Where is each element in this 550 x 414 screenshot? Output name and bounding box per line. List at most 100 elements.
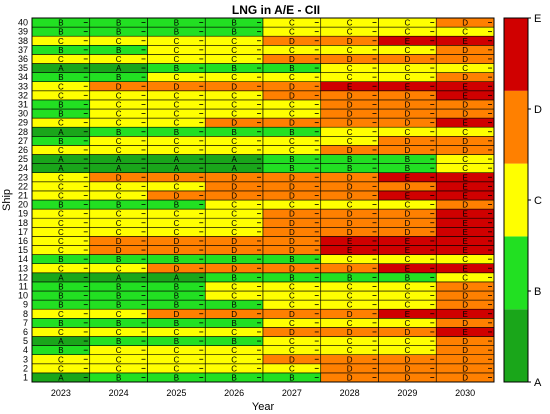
- cell-grade-label: C: [116, 110, 122, 119]
- y-tick-label: 17: [18, 227, 28, 237]
- cell-grade-label: E: [347, 246, 352, 255]
- cell-grade-label: C: [231, 228, 237, 237]
- cell-grade-label: C: [462, 273, 468, 282]
- x-tick-label: 2029: [397, 388, 417, 398]
- cell-grade-label: C: [58, 210, 64, 219]
- cell-grade-label: E: [405, 82, 410, 91]
- cell-grade-label: D: [462, 137, 468, 146]
- cell-grade-label: C: [462, 255, 468, 264]
- cell-grade-label: D: [231, 237, 237, 246]
- cell-grade-label: C: [116, 100, 122, 109]
- cell-grade-label: C: [58, 264, 64, 273]
- cell-grade-label: B: [289, 255, 294, 264]
- cell-grade-label: C: [116, 328, 122, 337]
- cell-grade-label: C: [116, 355, 122, 364]
- cell-grade-label: C: [404, 346, 410, 355]
- cell-grade-label: B: [231, 64, 236, 73]
- plot-frame: [31, 17, 495, 383]
- cell-grade-label: C: [231, 355, 237, 364]
- cell-grade-label: C: [58, 328, 64, 337]
- cell-grade-label: B: [174, 64, 179, 73]
- cell-grade-label: C: [231, 55, 237, 64]
- cell-grade-label: E: [462, 228, 467, 237]
- colorbar: A B C D E: [503, 13, 542, 389]
- cell-grade-label: B: [174, 128, 179, 137]
- cell-grade-label: C: [231, 146, 237, 155]
- cell-grade-label: C: [231, 346, 237, 355]
- y-tick-label: 16: [18, 236, 28, 246]
- cell-grade-label: D: [289, 219, 295, 228]
- y-tick-label: 31: [18, 99, 28, 109]
- cell-grade-label: C: [173, 182, 179, 191]
- cell-grade-label: C: [173, 228, 179, 237]
- cell-grade-label: B: [289, 164, 294, 173]
- cell-grade-label: D: [289, 119, 295, 128]
- cell-grade-label: C: [173, 364, 179, 373]
- cell-grade-label: B: [174, 319, 179, 328]
- cell-grade-label: B: [174, 255, 179, 264]
- cell-grade-label: E: [462, 173, 467, 182]
- cell-grade-label: C: [58, 246, 64, 255]
- cell-grade-label: E: [462, 82, 467, 91]
- cell-grade-label: D: [231, 246, 237, 255]
- cell-grade-label: E: [347, 82, 352, 91]
- y-tick-label: 36: [18, 54, 28, 64]
- cell-grade-label: C: [58, 55, 64, 64]
- x-tick-label: 2024: [109, 388, 129, 398]
- cell-grade-label: B: [116, 301, 121, 310]
- cell-grade-label: D: [173, 173, 179, 182]
- cell-grade-label: C: [289, 110, 295, 119]
- cell-grade-label: B: [116, 255, 121, 264]
- cell-grade-label: C: [462, 128, 468, 137]
- cell-grade-label: D: [289, 246, 295, 255]
- cell-grade-label: C: [347, 346, 353, 355]
- cell-grade-label: D: [404, 119, 410, 128]
- y-tick-label: 38: [18, 36, 28, 46]
- cell-grade-label: E: [462, 237, 467, 246]
- cell-grade-label: C: [347, 337, 353, 346]
- cell-grade-label: A: [174, 273, 180, 282]
- cell-grade-label: D: [462, 282, 468, 291]
- cell-grade-label: A: [116, 273, 122, 282]
- cell-grade-label: C: [347, 282, 353, 291]
- cell-grade-label: C: [173, 137, 179, 146]
- cell-grade-label: C: [289, 346, 295, 355]
- cell-grade-label: B: [116, 28, 121, 37]
- cell-grade-label: D: [347, 228, 353, 237]
- y-tick-label: 34: [18, 72, 28, 82]
- cell-grade-label: B: [58, 19, 63, 28]
- cell-grade-label: B: [58, 201, 63, 210]
- cell-grade-label: C: [173, 55, 179, 64]
- cell-grade-label: D: [404, 100, 410, 109]
- cell-grade-label: D: [231, 82, 237, 91]
- cell-grade-label: B: [231, 373, 236, 382]
- cell-grade-label: A: [116, 164, 122, 173]
- cell-grade-label: B: [116, 73, 121, 82]
- cell-grade-label: C: [116, 119, 122, 128]
- cell-grade-label: D: [231, 182, 237, 191]
- colorbar-tick-label: A: [534, 377, 542, 389]
- cell-grade-label: C: [173, 355, 179, 364]
- y-tick-label: 20: [18, 200, 28, 210]
- cell-grade-label: B: [58, 282, 63, 291]
- cell-grade-label: C: [116, 364, 122, 373]
- cell-grade-label: D: [462, 373, 468, 382]
- cell-grade-label: E: [462, 310, 467, 319]
- cell-grade-label: C: [58, 228, 64, 237]
- cell-grade-label: D: [404, 91, 410, 100]
- cell-grade-label: C: [231, 210, 237, 219]
- y-tick-label: 28: [18, 127, 28, 137]
- cell-grade-label: D: [116, 237, 122, 246]
- cell-grade-label: C: [173, 46, 179, 55]
- y-tick-label: 11: [19, 281, 28, 291]
- cell-grade-label: D: [347, 91, 353, 100]
- y-tick-label: 35: [18, 63, 28, 73]
- cell-grade-label: D: [116, 246, 122, 255]
- cell-grade-label: C: [347, 46, 353, 55]
- cell-grade-label: C: [347, 137, 353, 146]
- cell-grade-label: D: [289, 264, 295, 273]
- cell-grade-label: D: [289, 355, 295, 364]
- cell-grade-label: C: [231, 137, 237, 146]
- cell-grade-label: D: [462, 100, 468, 109]
- cell-grade-label: D: [347, 55, 353, 64]
